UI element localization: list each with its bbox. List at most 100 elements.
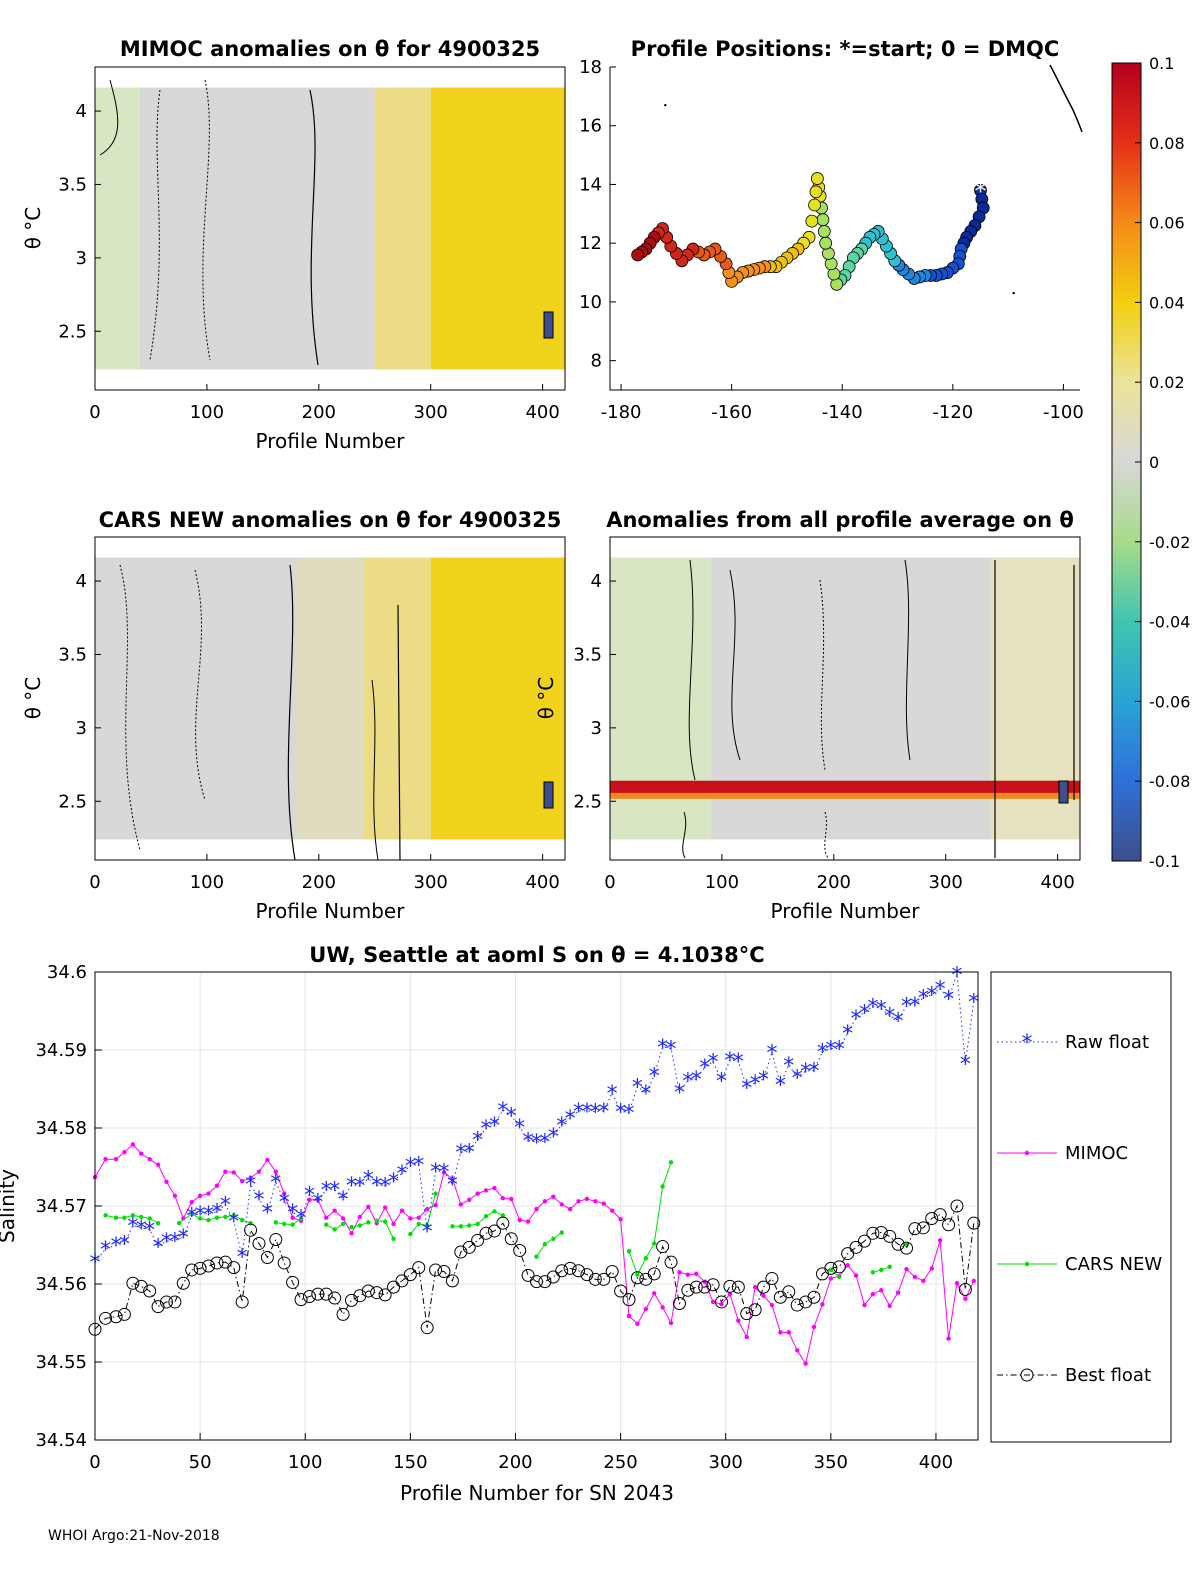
cars-point xyxy=(176,1220,182,1226)
raw-float-point: * xyxy=(918,987,929,1012)
best-float-point xyxy=(168,1295,182,1309)
colorbar-tick-label: 0.04 xyxy=(1149,293,1185,312)
best-float-point xyxy=(647,1267,661,1281)
contour-line xyxy=(202,79,211,361)
mimoc-point xyxy=(820,1302,825,1307)
x-tick-label: 350 xyxy=(814,1452,848,1473)
best-float-point xyxy=(302,1289,316,1303)
cars-point xyxy=(458,1224,464,1229)
mimoc-point xyxy=(879,1288,884,1293)
footer-credit: WHOI Argo:21-Nov-2018 xyxy=(48,1528,220,1544)
mimoc-point xyxy=(408,1216,413,1221)
colorbar-tick-label: -0.08 xyxy=(1149,772,1190,791)
anomaly-spot xyxy=(1058,780,1069,804)
best-float-point xyxy=(555,1264,569,1278)
x-tick-label: 200 xyxy=(498,1452,532,1473)
colorbar-tick-label: 0.06 xyxy=(1149,214,1185,233)
raw-float-point: * xyxy=(396,1162,407,1187)
raw-float-point: * xyxy=(666,1037,677,1062)
profile-position xyxy=(810,172,824,185)
cars-point xyxy=(500,1213,506,1218)
raw-float-point: * xyxy=(590,1101,601,1126)
heatmap-band xyxy=(95,87,140,370)
raw-float-line xyxy=(94,974,975,1263)
y-tick-label: 34.56 xyxy=(35,1274,87,1295)
cars-point xyxy=(139,1214,144,1220)
anomaly-spot xyxy=(543,781,554,809)
best-float-point xyxy=(210,1256,224,1270)
cars-point xyxy=(391,1236,396,1241)
contour-line xyxy=(729,569,741,761)
cars-point xyxy=(433,1191,438,1196)
raw-float-point: * xyxy=(455,1141,466,1166)
mimoc-point xyxy=(290,1215,295,1220)
mimoc-point xyxy=(954,1281,960,1286)
raw-float-point: * xyxy=(363,1168,374,1193)
raw-float-point: * xyxy=(783,1054,794,1079)
x-tick-label: 150 xyxy=(393,1452,427,1473)
raw-float-point: * xyxy=(951,963,962,988)
best-float-point xyxy=(521,1268,535,1282)
mimoc-point xyxy=(231,1170,236,1175)
x-tick-label: 300 xyxy=(414,402,448,423)
profile-position xyxy=(817,225,831,238)
best-float-point xyxy=(487,1224,501,1238)
best-float-point xyxy=(462,1240,476,1254)
heatmap-band xyxy=(430,87,565,370)
mimoc-point xyxy=(500,1196,506,1201)
x-tick-label: 300 xyxy=(709,1452,743,1473)
colorbar: 0.1 0.08 0.06 0.04 0.02 0 -0.02 -0.04 -0.06 -0.08… xyxy=(1111,54,1190,871)
best-float-point xyxy=(429,1263,443,1277)
mimoc-point xyxy=(853,1273,859,1278)
contour-line xyxy=(119,564,141,851)
best-float-point xyxy=(908,1222,922,1236)
raw-float-point: * xyxy=(565,1107,576,1132)
raw-float-point: * xyxy=(523,1129,534,1154)
raw-float-point: * xyxy=(800,1060,811,1085)
best-float-point xyxy=(824,1261,838,1275)
y-tick-label: 34.59 xyxy=(35,1040,87,1061)
raw-float-point: * xyxy=(127,1215,138,1240)
cars-line xyxy=(628,1162,672,1276)
raw-float-point: * xyxy=(371,1174,382,1199)
colorbar-tick-label: 0.1 xyxy=(1149,54,1174,73)
x-tick-label: -180 xyxy=(601,402,642,423)
best-float-line xyxy=(94,1204,975,1330)
mimoc-point xyxy=(921,1278,926,1284)
mimoc-point xyxy=(710,1299,716,1305)
raw-float-point: * xyxy=(968,991,979,1016)
best-float-point xyxy=(336,1307,350,1321)
best-float-point xyxy=(319,1287,333,1301)
mimoc-point xyxy=(677,1270,682,1275)
mimoc-point xyxy=(744,1334,749,1340)
raw-float-point: * xyxy=(119,1232,130,1257)
raw-float-point: * xyxy=(573,1100,584,1125)
mimoc-point xyxy=(273,1169,279,1174)
contour-line xyxy=(149,89,161,361)
best-float-point xyxy=(757,1280,771,1294)
x-tick-label: 400 xyxy=(525,872,559,893)
x-tick-label: 200 xyxy=(817,872,851,893)
mimoc-point xyxy=(643,1306,649,1312)
raw-float-point: * xyxy=(296,1207,307,1232)
y-tick-label: 4 xyxy=(76,571,87,592)
best-float-point xyxy=(344,1293,358,1307)
x-tick-label: 300 xyxy=(414,872,448,893)
mimoc-point xyxy=(929,1266,934,1271)
mimoc-point xyxy=(904,1266,909,1272)
y-tick-label: 34.55 xyxy=(35,1352,87,1373)
raw-float-point: * xyxy=(935,977,946,1002)
heatmap-band xyxy=(430,557,565,840)
raw-float-point: * xyxy=(531,1131,542,1156)
cars-point xyxy=(103,1213,108,1218)
raw-float-point: * xyxy=(220,1193,231,1218)
best-float-point xyxy=(538,1275,552,1289)
mimoc-point xyxy=(845,1263,850,1268)
best-float-point xyxy=(471,1233,485,1247)
mimoc-point xyxy=(736,1318,741,1323)
best-float-point xyxy=(387,1280,401,1294)
mimoc-point xyxy=(769,1302,775,1308)
best-float-point xyxy=(883,1229,897,1243)
contour-line xyxy=(194,569,206,801)
